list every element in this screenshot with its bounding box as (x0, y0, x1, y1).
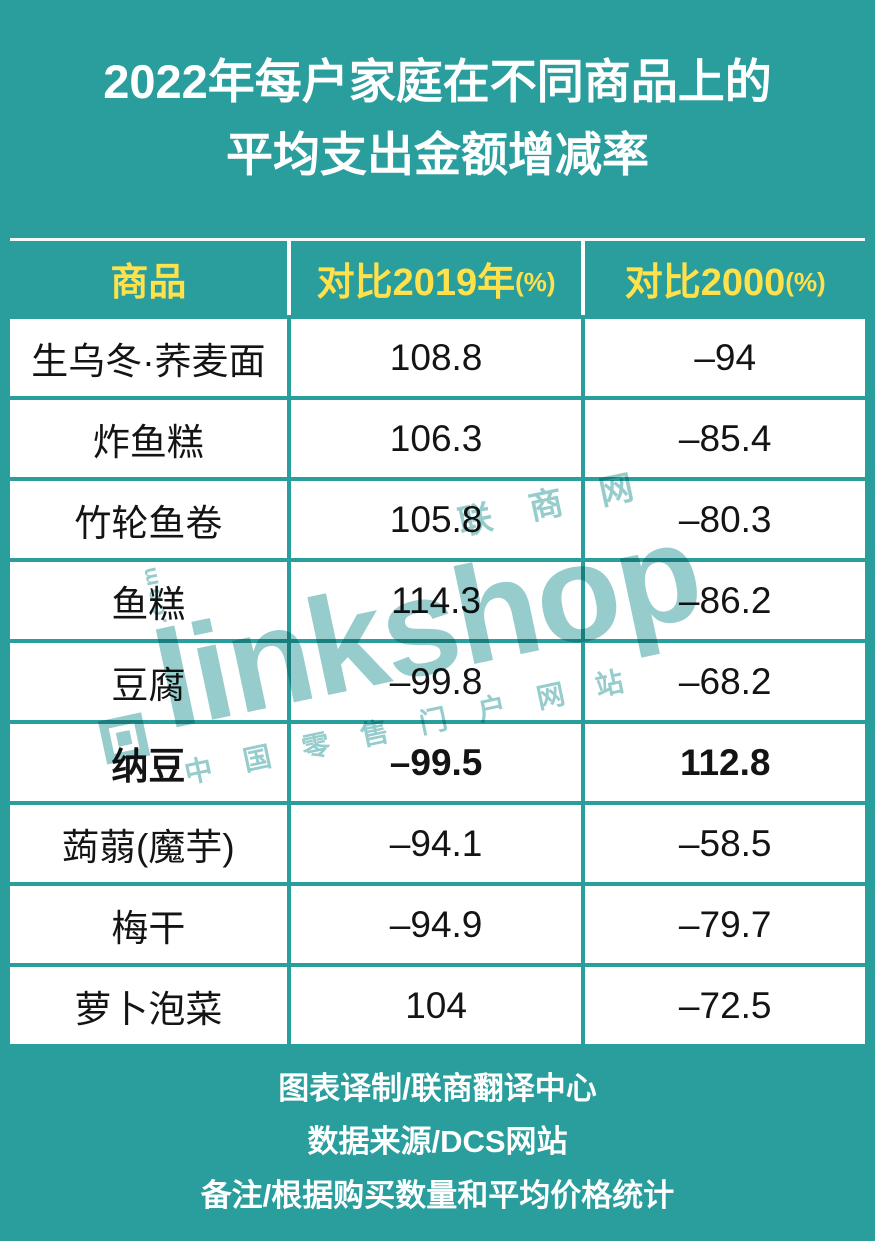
product-name-cell: 豆腐 (10, 643, 287, 720)
product-name-cell: 纳豆 (10, 724, 287, 801)
page-title: 2022年每户家庭在不同商品上的 平均支出金额增减率 (0, 0, 875, 238)
column-header-vs2000-label: 对比2000 (624, 261, 786, 304)
value-vs2000-cell: –85.4 (585, 400, 865, 477)
value-vs2000-cell: –58.5 (585, 805, 865, 882)
value-vs2019-cell: 105.8 (290, 481, 582, 558)
value-vs2000-cell: –79.7 (585, 886, 865, 963)
value-vs2019-cell: –94.9 (290, 886, 582, 963)
value-vs2000-cell: –80.3 (585, 481, 865, 558)
value-vs2000-cell: –94 (585, 319, 865, 396)
product-name-cell: 炸鱼糕 (10, 400, 287, 477)
product-name-cell: 鱼糕 (10, 562, 287, 639)
value-vs2019-cell: 106.3 (290, 400, 582, 477)
value-vs2019-cell: 104 (290, 967, 582, 1044)
page-title-line1: 2022年每户家庭在不同商品上的 (103, 55, 772, 109)
value-vs2019-cell: 108.8 (290, 319, 582, 396)
value-vs2000-cell: –68.2 (585, 643, 865, 720)
product-name-cell: 生乌冬·荞麦面 (10, 319, 287, 396)
column-header-vs2019-suffix: (%) (515, 266, 556, 297)
spending-table: 商品 对比2019年 (%) 对比2000 (%) 生乌冬·荞麦面 108.8 –94 炸… (10, 238, 865, 1044)
product-name-cell: 梅干 (10, 886, 287, 963)
footer-remark-line: 备注/根据购买数量和平均价格统计 (200, 1177, 675, 1213)
column-header-vs2000-suffix: (%) (785, 266, 826, 297)
column-header-product: 商品 (10, 241, 287, 315)
column-header-vs2019-label: 对比2019年 (316, 261, 516, 304)
footer-credit-line: 图表译制/联商翻译中心 (278, 1071, 597, 1106)
page-title-line2: 平均支出金额增减率 (226, 128, 649, 181)
footer-notes: 图表译制/联商翻译中心 数据来源/DCS网站 备注/根据购买数量和平均价格统计 (0, 1044, 875, 1222)
value-vs2000-cell: –72.5 (585, 967, 865, 1044)
product-name-cell: 蒟蒻(魔芋) (10, 805, 287, 882)
product-name-cell: 竹轮鱼卷 (10, 481, 287, 558)
value-vs2019-cell: –99.5 (290, 724, 582, 801)
product-name-cell: 萝卜泡菜 (10, 967, 287, 1044)
value-vs2000-cell: 112.8 (585, 724, 865, 801)
value-vs2019-cell: –99.8 (290, 643, 582, 720)
column-header-vs2019: 对比2019年 (%) (286, 241, 582, 315)
column-header-product-label: 商品 (110, 261, 187, 304)
value-vs2019-cell: 114.3 (290, 562, 582, 639)
footer-source-line: 数据来源/DCS网站 (307, 1124, 568, 1160)
value-vs2000-cell: –86.2 (585, 562, 865, 639)
value-vs2019-cell: –94.1 (290, 805, 582, 882)
column-header-vs2000: 对比2000 (%) (581, 241, 865, 315)
